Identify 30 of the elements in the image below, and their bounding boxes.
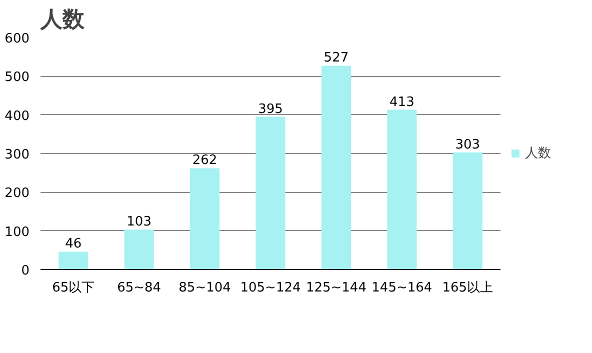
y-tick-label: 400: [4, 108, 30, 124]
data-label: 527: [324, 50, 349, 66]
chart-title: 人数: [40, 8, 86, 32]
bar: [452, 152, 482, 270]
x-tick-label: 65以下: [52, 280, 95, 296]
data-label: 413: [390, 94, 414, 110]
y-tick-label: 0: [21, 264, 30, 278]
data-label: 303: [455, 137, 480, 152]
x-tick-label: 85~104: [178, 280, 231, 296]
bar: [256, 116, 286, 270]
bar: [190, 168, 220, 270]
y-tick-label: 200: [4, 186, 30, 202]
y-tick-label: 300: [4, 148, 30, 162]
data-label: 395: [258, 102, 283, 117]
bar: [387, 110, 417, 270]
bar: [58, 252, 88, 270]
bar: [124, 230, 154, 270]
x-tick-label: 125~144: [306, 280, 366, 296]
legend-label: 人数: [525, 145, 551, 162]
x-tick-label: 165以上: [442, 280, 494, 296]
bar: [321, 66, 351, 270]
x-tick-label: 65~84: [117, 280, 162, 296]
y-tick-label: 100: [4, 224, 30, 240]
data-label: 103: [126, 214, 152, 230]
y-tick-label: 600: [4, 32, 30, 46]
y-tick-label: 500: [4, 70, 30, 86]
x-tick-label: 145~164: [372, 280, 432, 296]
x-tick-label: 105~124: [240, 280, 301, 296]
data-label: 46: [65, 236, 82, 252]
data-label: 262: [192, 153, 218, 168]
